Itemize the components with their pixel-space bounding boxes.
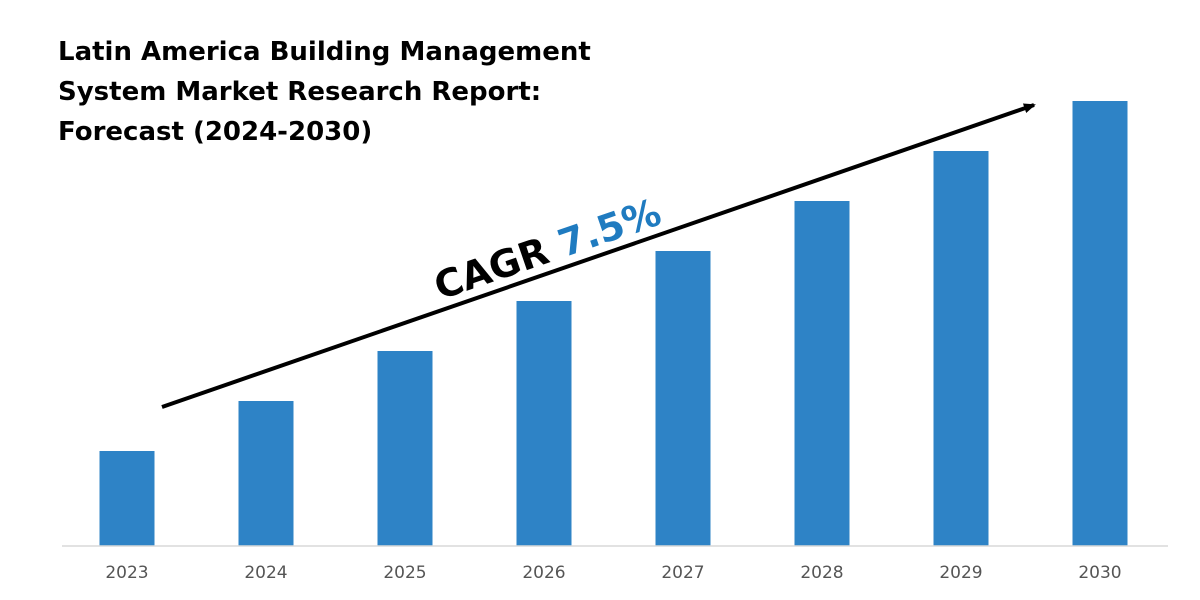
cagr-value: 7.5%	[552, 190, 666, 266]
trend-arrow	[161, 103, 1036, 409]
x-tick-label-2027: 2027	[661, 563, 704, 583]
x-tick-label-2023: 2023	[105, 563, 148, 583]
x-tick-label-2026: 2026	[522, 563, 565, 583]
x-axis-ticks: 2023 2024 2025 2026 2027 2028 2029 2030	[105, 563, 1121, 583]
x-tick-label-2029: 2029	[939, 563, 982, 583]
bar-2029	[933, 151, 989, 546]
x-tick-label-2024: 2024	[244, 563, 287, 583]
bar-2026	[516, 301, 572, 546]
bar-2027	[655, 251, 711, 546]
x-tick-label-2030: 2030	[1078, 563, 1121, 583]
bars-layer	[99, 101, 1128, 546]
chart-title-line-3: Forecast (2024-2030)	[58, 117, 372, 147]
bar-2028	[794, 201, 850, 546]
bar-2025	[377, 351, 433, 546]
bar-2024	[238, 401, 294, 546]
cagr-annotation-text: CAGR 7.5%	[429, 190, 667, 309]
bar-2030	[1072, 101, 1128, 546]
chart-title-line-2: System Market Research Report:	[58, 77, 541, 107]
x-tick-label-2028: 2028	[800, 563, 843, 583]
cagr-annotation: CAGR 7.5%	[429, 190, 667, 309]
bar-2023	[99, 451, 155, 546]
chart-title: Latin America Building Management System…	[58, 37, 591, 147]
cagr-prefix: CAGR	[429, 229, 555, 309]
x-tick-label-2025: 2025	[383, 563, 426, 583]
chart-title-line-1: Latin America Building Management	[58, 37, 591, 67]
